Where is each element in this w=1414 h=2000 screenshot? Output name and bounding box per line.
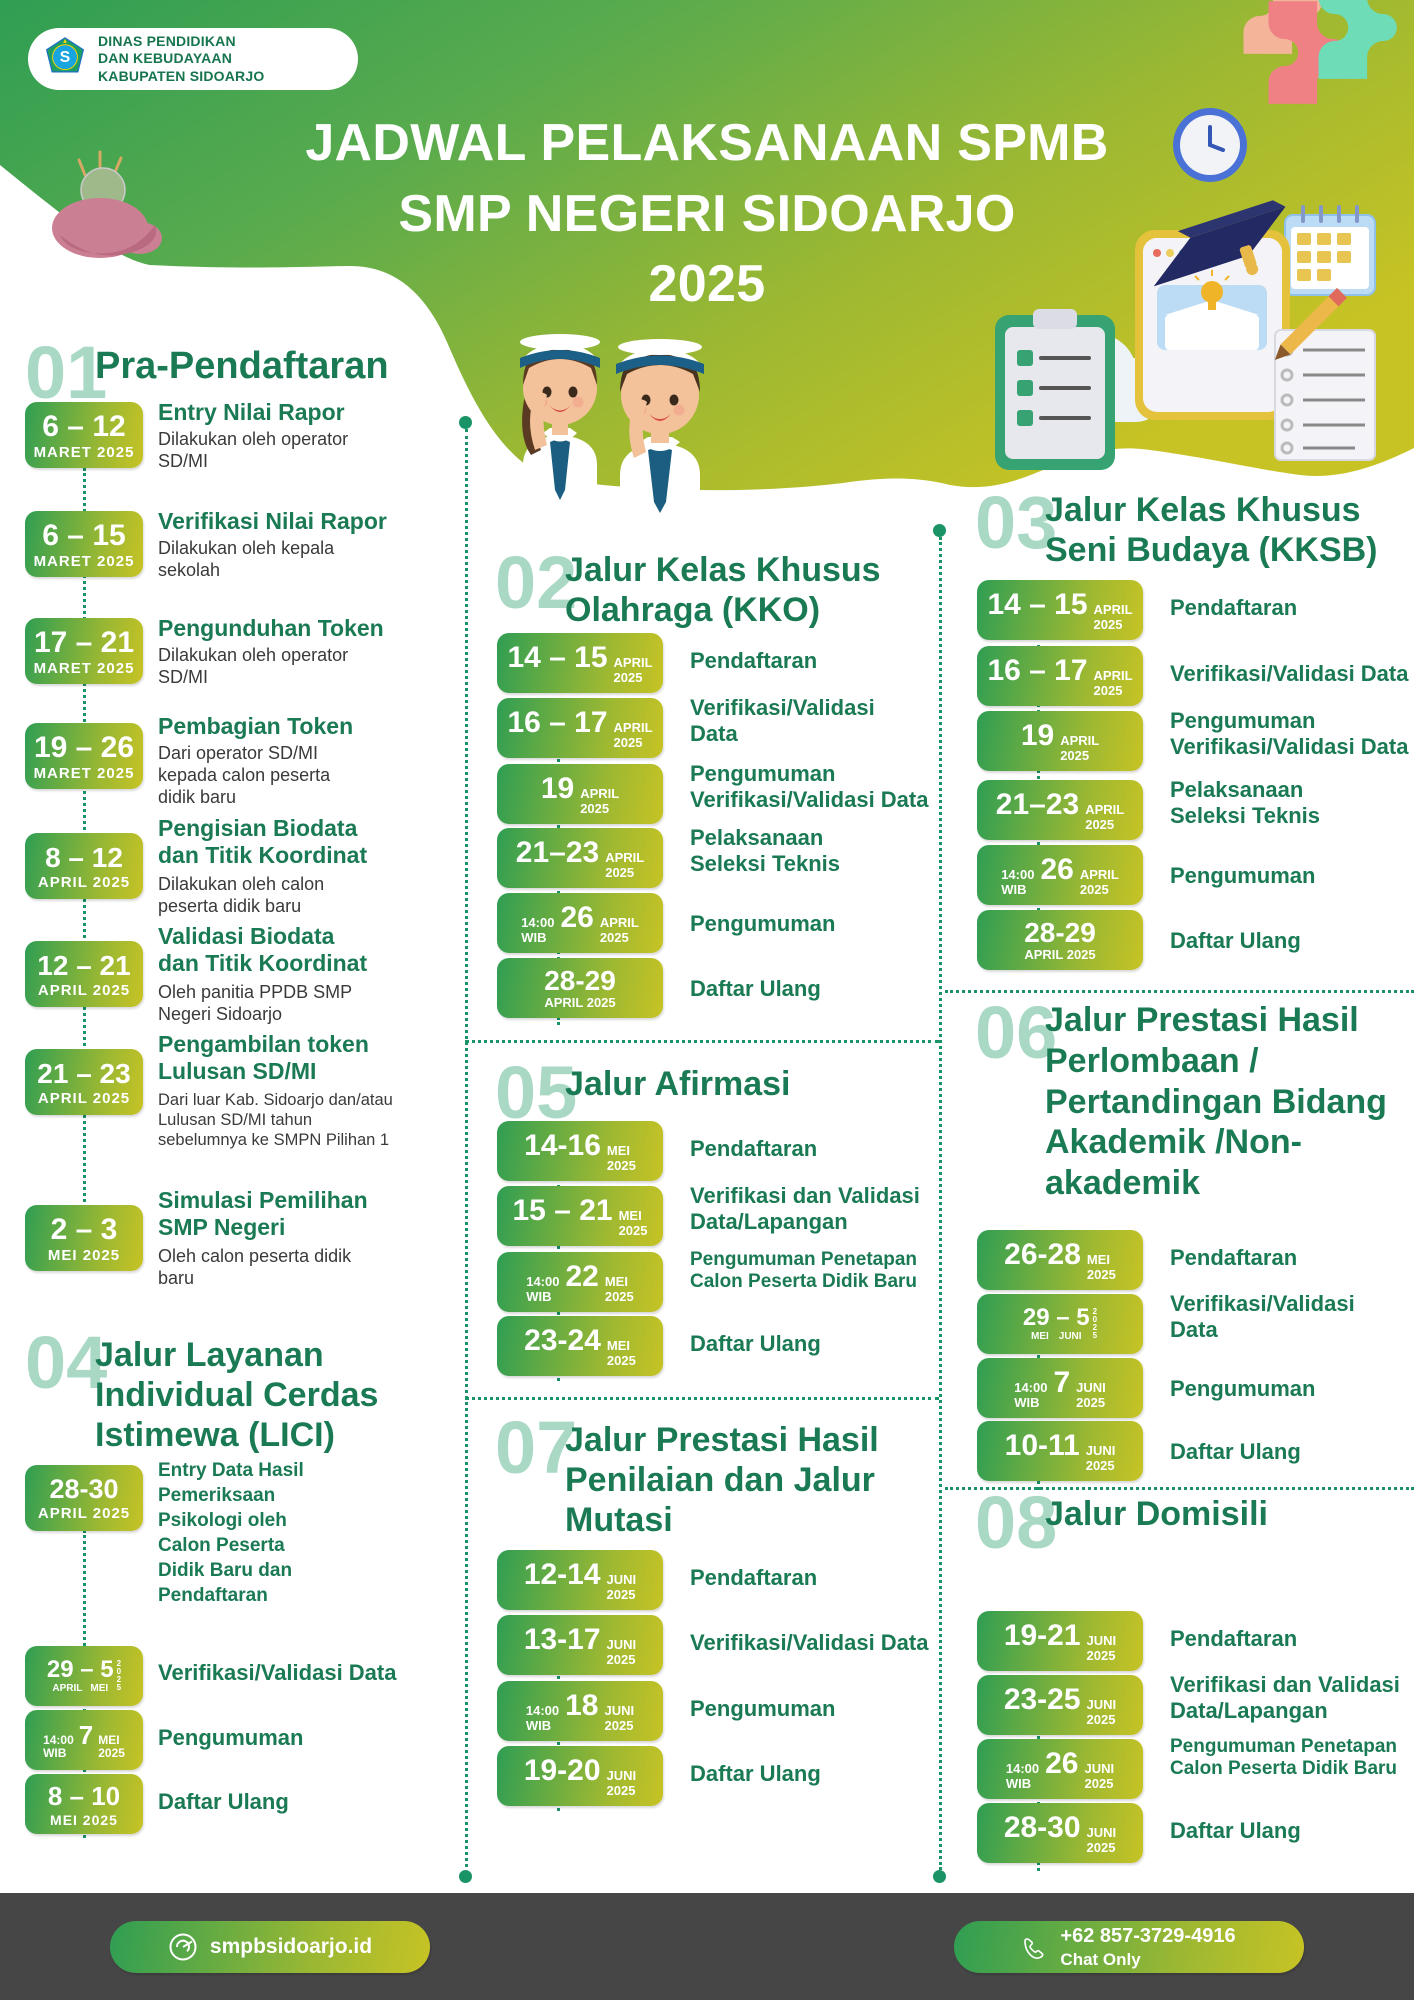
svg-text:S: S: [60, 49, 70, 66]
